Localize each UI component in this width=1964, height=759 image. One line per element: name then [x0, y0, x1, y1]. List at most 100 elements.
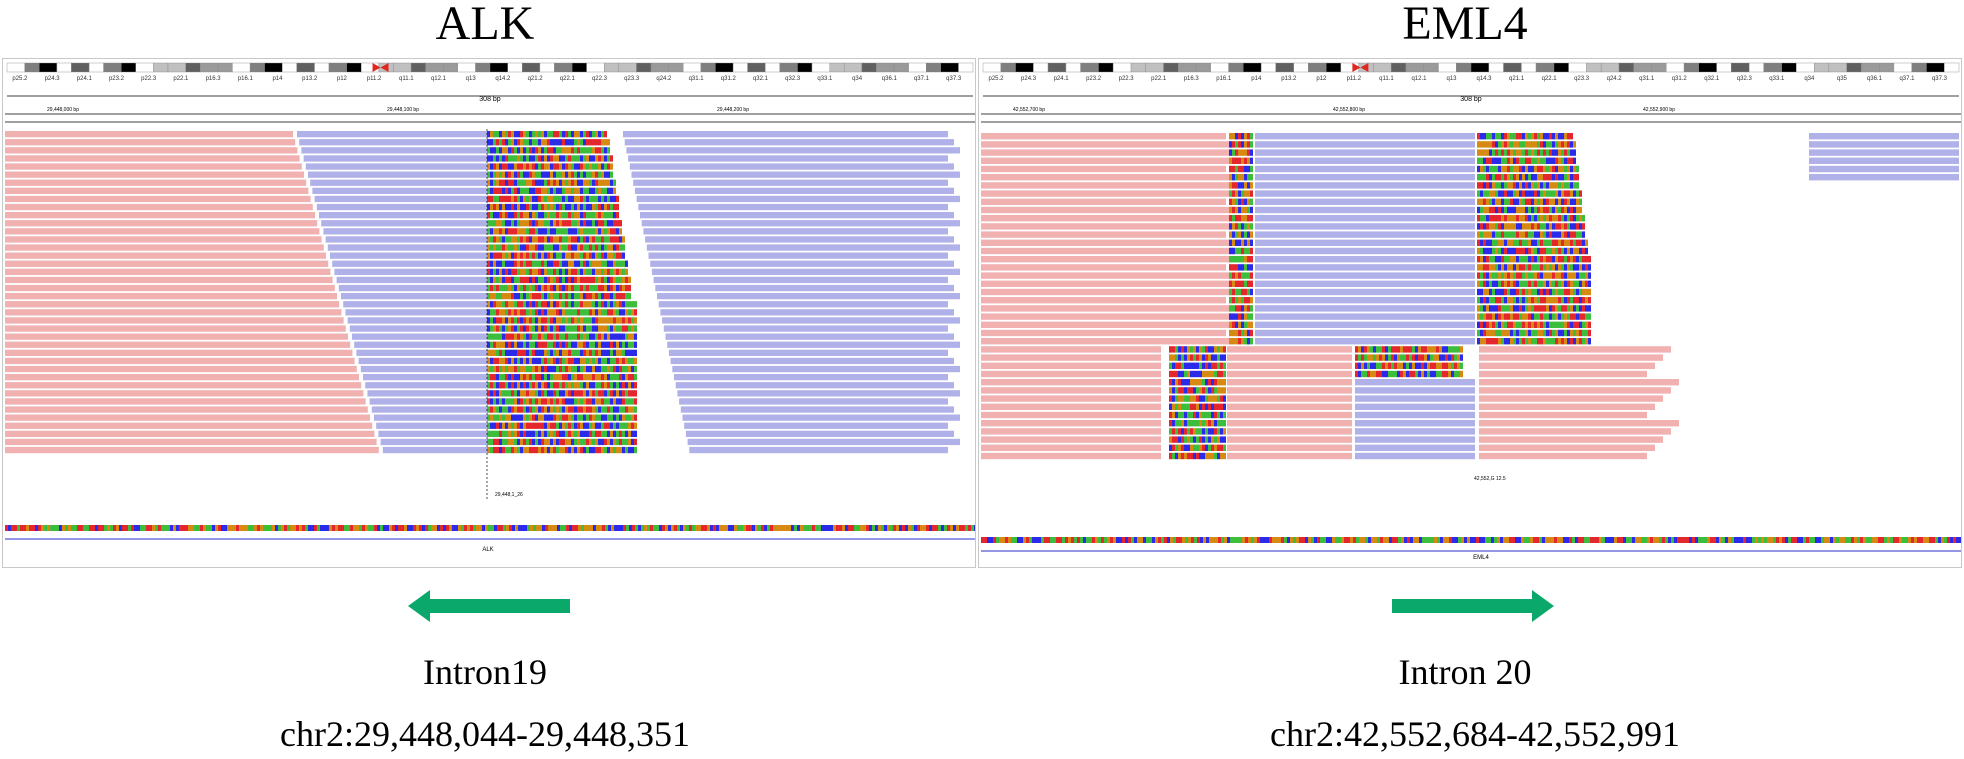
- reference-base: [617, 525, 620, 531]
- mismatch-base: [1537, 272, 1540, 279]
- reference-base: [1332, 537, 1335, 543]
- mismatch-base: [526, 446, 529, 454]
- mismatch-base: [559, 284, 562, 292]
- mismatch-base: [499, 163, 502, 170]
- mismatch-base: [1181, 411, 1184, 419]
- reference-base: [1362, 537, 1365, 543]
- mismatch-base: [538, 357, 541, 365]
- mismatch-base: [523, 422, 526, 429]
- read-reverse: [308, 171, 487, 178]
- mismatch-base: [535, 317, 538, 324]
- mismatch-base: [556, 422, 559, 429]
- read-forward: [981, 329, 1226, 337]
- mismatch-base: [619, 244, 622, 251]
- mismatch-base: [1223, 403, 1226, 410]
- mismatch-base: [502, 349, 505, 356]
- mismatch-base: [580, 333, 583, 340]
- mismatch-base: [490, 187, 493, 194]
- mismatch-base: [628, 284, 631, 292]
- mismatch-base: [565, 212, 568, 219]
- mismatch-base: [589, 293, 592, 300]
- mismatch-base: [1549, 206, 1552, 214]
- mismatch-base: [1540, 206, 1543, 214]
- mismatch-base: [520, 349, 523, 356]
- reference-base: [1809, 537, 1812, 543]
- mismatch-base: [1537, 288, 1540, 296]
- igv-alignment-view[interactable]: p25.2 p24.3 p24.1 p23.2 p22.3 p22.1 p16.3 p16.1…: [3, 59, 976, 568]
- reference-base: [1347, 537, 1350, 543]
- mismatch-base: [1241, 288, 1244, 296]
- mismatch-base: [1199, 452, 1202, 460]
- mismatch-base: [616, 260, 619, 267]
- mismatch-base: [604, 325, 607, 332]
- mismatch-base: [568, 163, 571, 170]
- mismatch-base: [1229, 206, 1232, 214]
- mismatch-base: [622, 390, 625, 397]
- mismatch-base: [1382, 346, 1385, 353]
- reference-base: [1695, 537, 1698, 543]
- mismatch-base: [565, 220, 568, 227]
- mismatch-base: [559, 163, 562, 170]
- mismatch-base: [1229, 247, 1232, 255]
- mismatch-base: [610, 268, 613, 275]
- mismatch-base: [553, 163, 556, 170]
- mismatch-base: [1507, 338, 1510, 345]
- mismatch-base: [598, 430, 601, 437]
- mismatch-base: [1537, 182, 1540, 189]
- mismatch-base: [574, 268, 577, 275]
- reference-base: [1470, 537, 1473, 543]
- mismatch-base: [505, 317, 508, 324]
- mismatch-base: [577, 414, 580, 421]
- mismatch-base: [628, 317, 631, 324]
- read-reverse: [1255, 157, 1475, 164]
- chromosome-ideogram[interactable]: p25.2 p24.3 p24.1 p23.2 p22.3 p22.1 p16.3 p16.1…: [982, 62, 1960, 82]
- alignment-track[interactable]: [981, 133, 1959, 460]
- mismatch-base: [598, 163, 601, 170]
- mismatch-base: [571, 398, 574, 405]
- mismatch-base: [607, 341, 610, 348]
- mismatch-base: [571, 325, 574, 332]
- mismatch-base: [505, 179, 508, 186]
- igv-panel-alk[interactable]: p25.2 p24.3 p24.1 p23.2 p22.3 p22.1 p16.3 p16.1…: [2, 58, 976, 568]
- igv-alignment-view[interactable]: p25.2 p24.3 p24.1 p23.2 p22.3 p22.1 p16.3 p16.1…: [979, 59, 1962, 568]
- mismatch-base: [1451, 346, 1454, 353]
- reference-base: [1890, 537, 1893, 543]
- alignment-track[interactable]: [5, 129, 960, 499]
- mismatch-base: [577, 163, 580, 170]
- mismatch-base: [1250, 280, 1253, 287]
- mismatch-base: [547, 228, 550, 235]
- igv-panel-eml4[interactable]: p25.2 p24.3 p24.1 p23.2 p22.3 p22.1 p16.3 p16.1…: [978, 58, 1962, 568]
- mismatch-base: [487, 414, 490, 421]
- reference-base: [260, 525, 263, 531]
- mismatch-base: [1504, 239, 1507, 246]
- mismatch-base: [517, 187, 520, 194]
- mismatch-base: [1172, 452, 1175, 460]
- reference-base: [1587, 537, 1590, 543]
- mismatch-base: [547, 325, 550, 332]
- mismatch-base: [604, 430, 607, 437]
- mismatch-base: [1510, 264, 1513, 271]
- mismatch-base: [1534, 231, 1537, 238]
- reference-base: [233, 525, 236, 531]
- mismatch-base: [1558, 247, 1561, 255]
- mismatch-base: [514, 406, 517, 413]
- mismatch-base: [577, 212, 580, 219]
- mismatch-base: [1531, 206, 1534, 214]
- mismatch-base: [1244, 264, 1247, 271]
- mismatch-base: [595, 390, 598, 397]
- mismatch-base: [625, 333, 628, 340]
- mismatch-base: [1510, 141, 1513, 148]
- chromosome-ideogram[interactable]: p25.2 p24.3 p24.1 p23.2 p22.3 p22.1 p16.3 p16.1…: [6, 62, 974, 82]
- reference-base: [1275, 537, 1278, 543]
- mismatch-base: [1247, 329, 1250, 337]
- mismatch-base: [1483, 272, 1486, 279]
- mismatch-base: [604, 276, 607, 284]
- read-reverse: [332, 260, 487, 267]
- mismatch-base: [1510, 305, 1513, 312]
- mismatch-base: [1489, 182, 1492, 189]
- read-reverse: [633, 179, 948, 186]
- read-reverse: [636, 195, 960, 203]
- reference-base: [926, 525, 929, 531]
- mismatch-base: [532, 390, 535, 397]
- ideogram-band: [1633, 62, 1652, 73]
